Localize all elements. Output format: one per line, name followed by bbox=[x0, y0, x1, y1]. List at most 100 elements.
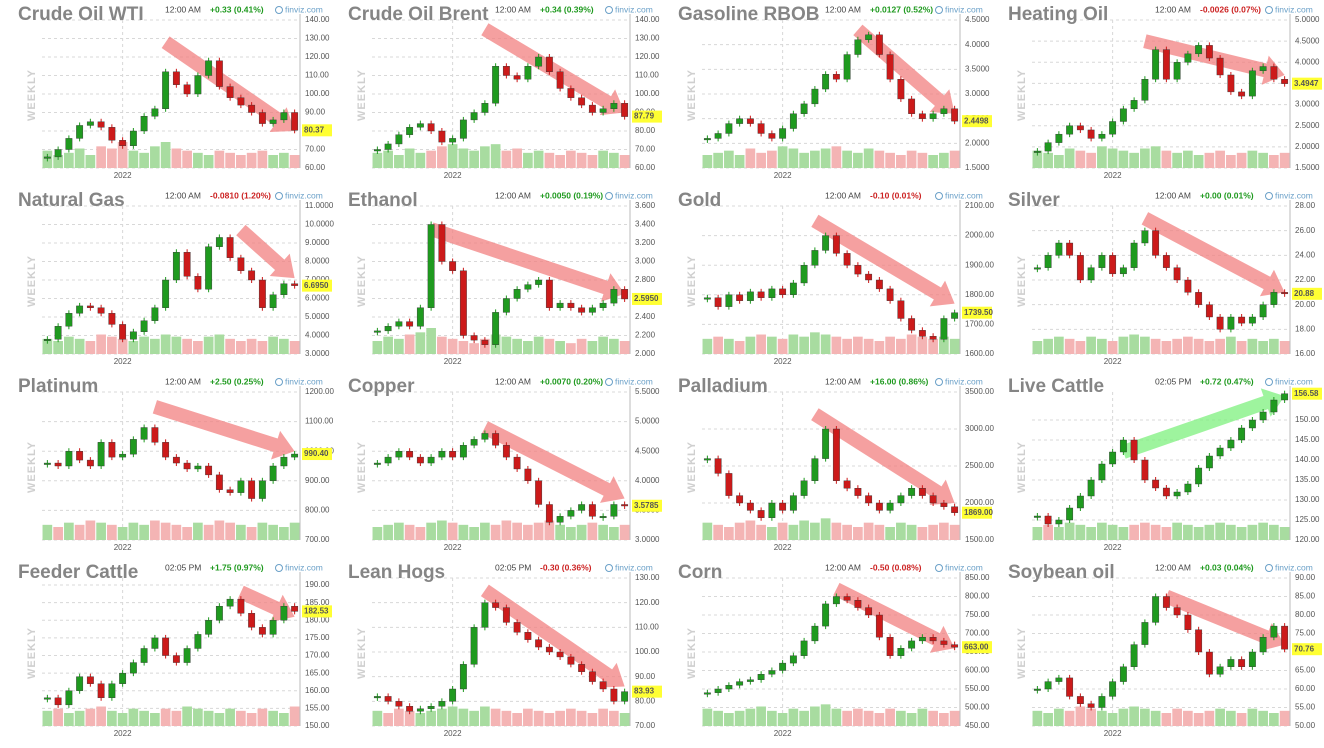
candle-body bbox=[97, 442, 105, 467]
volume-bar bbox=[619, 341, 630, 354]
volume-bar bbox=[1279, 710, 1290, 726]
volume-bar bbox=[182, 527, 192, 540]
volume-bar bbox=[1097, 710, 1107, 726]
candle-body bbox=[1227, 316, 1235, 330]
volume-bar bbox=[415, 713, 426, 726]
y-tick-label: 120.00 bbox=[1295, 535, 1320, 544]
candle-body bbox=[567, 510, 575, 517]
volume-bar bbox=[1086, 152, 1096, 168]
y-tick-label: 3000.00 bbox=[965, 424, 994, 433]
candle-body bbox=[1173, 491, 1181, 497]
volume-bar bbox=[820, 334, 831, 354]
volume-bar bbox=[1097, 146, 1107, 168]
candle-body bbox=[43, 156, 51, 159]
volume-bar bbox=[96, 706, 106, 726]
candle-body bbox=[237, 97, 245, 106]
candle-body bbox=[897, 78, 905, 100]
candle-body bbox=[811, 625, 819, 642]
volume-bar bbox=[1054, 336, 1064, 354]
change-label: +0.0050 (0.19%) bbox=[540, 190, 603, 200]
candle-body bbox=[929, 637, 937, 642]
time-label: 12:00 AM bbox=[165, 190, 201, 200]
volume-bar bbox=[1269, 713, 1279, 726]
volume-bar bbox=[490, 144, 501, 168]
chart-title: Gasoline RBOB bbox=[678, 4, 819, 25]
y-tick-label: 700.00 bbox=[965, 629, 990, 638]
candle-body bbox=[43, 339, 51, 341]
candle-body bbox=[567, 88, 575, 98]
candle-body bbox=[897, 300, 905, 319]
volume-bar bbox=[203, 336, 214, 354]
candle-body bbox=[226, 598, 234, 607]
volume-bar bbox=[842, 710, 852, 726]
candle-body bbox=[1098, 255, 1106, 268]
volume-bar bbox=[533, 336, 544, 354]
candle-body bbox=[1141, 622, 1149, 645]
volume-bar bbox=[1054, 527, 1064, 540]
y-tick-label: 130.00 bbox=[635, 34, 660, 43]
candle-body bbox=[481, 433, 489, 440]
volume-bar bbox=[1226, 710, 1236, 726]
candle-body bbox=[226, 86, 234, 98]
volume-bar bbox=[447, 144, 458, 168]
candle-body bbox=[438, 701, 446, 707]
volume-bar bbox=[1129, 706, 1139, 726]
candle-body bbox=[524, 284, 532, 290]
y-tick-label: 28.00 bbox=[1295, 201, 1316, 210]
y-tick-label: 3.0000 bbox=[1295, 100, 1320, 109]
candle-body bbox=[43, 697, 51, 700]
volume-bar bbox=[53, 527, 63, 540]
volume-bar bbox=[447, 522, 458, 540]
volume-bar bbox=[193, 522, 203, 540]
candle-body bbox=[768, 133, 776, 139]
y-tick-label: 2100.00 bbox=[965, 201, 994, 210]
candle-body bbox=[459, 664, 467, 690]
y-tick-label: 2.5000 bbox=[1295, 121, 1320, 130]
x-tick-label: 2022 bbox=[444, 729, 462, 738]
volume-bar bbox=[171, 524, 182, 540]
candle-body bbox=[108, 442, 116, 458]
volume-bar bbox=[939, 152, 949, 168]
volume-bar bbox=[928, 710, 938, 726]
volume-bar bbox=[246, 527, 257, 540]
volume-bar bbox=[182, 338, 192, 354]
candle-body bbox=[1076, 696, 1084, 705]
volume-bar bbox=[544, 338, 555, 354]
source-label: finviz.com bbox=[615, 376, 653, 386]
price-box bbox=[1292, 387, 1322, 400]
candle-body bbox=[481, 602, 489, 628]
candle-body bbox=[918, 113, 926, 119]
trend-arrow bbox=[833, 582, 955, 653]
y-tick-label: 4.5000 bbox=[965, 15, 990, 24]
candle-body bbox=[513, 75, 521, 80]
volume-bar bbox=[53, 341, 63, 354]
x-tick-label: 2022 bbox=[444, 357, 462, 366]
candle-body bbox=[940, 502, 948, 507]
y-tick-label: 1.5000 bbox=[965, 163, 990, 172]
volume-bar bbox=[1064, 522, 1075, 540]
candle-body bbox=[800, 480, 808, 496]
y-tick-label: 2.800 bbox=[635, 275, 656, 284]
volume-bar bbox=[160, 708, 171, 726]
volume-bar bbox=[734, 710, 745, 726]
price-box bbox=[962, 506, 992, 519]
volume-bar bbox=[372, 341, 383, 354]
y-tick-label: 130.00 bbox=[305, 34, 330, 43]
volume-bar bbox=[939, 336, 949, 354]
y-tick-label: 120.00 bbox=[305, 52, 330, 61]
y-axis-label: WEEKLY bbox=[1016, 441, 1028, 493]
candle-body bbox=[172, 655, 180, 663]
price-label: 663.00 bbox=[964, 642, 989, 651]
candle-body bbox=[1044, 515, 1052, 525]
y-tick-label: 140.00 bbox=[1295, 455, 1320, 464]
y-axis-label: WEEKLY bbox=[26, 441, 38, 493]
volume-bar bbox=[1032, 150, 1043, 168]
candle-body bbox=[545, 279, 553, 308]
volume-bar bbox=[74, 148, 85, 168]
candle-body bbox=[215, 237, 223, 247]
source-icon bbox=[935, 6, 943, 14]
candle-body bbox=[940, 108, 948, 114]
chart-panel: 700.00800.00900.001000.001100.001200.002… bbox=[18, 376, 334, 552]
candle-body bbox=[768, 670, 776, 675]
volume-bar bbox=[609, 152, 619, 168]
